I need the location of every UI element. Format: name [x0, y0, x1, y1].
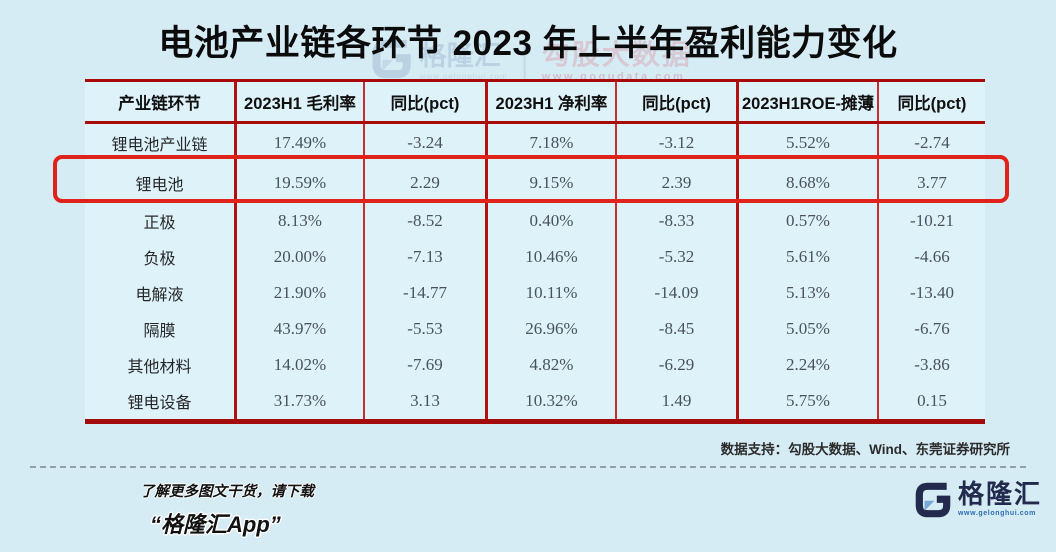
table-row: 电解液 21.90% -14.77 10.11% -14.09 5.13% -13.40	[85, 275, 985, 311]
cell-value: 9.15%	[485, 162, 615, 203]
cell-value: 1.49	[615, 383, 736, 419]
cell-value: 10.32%	[485, 383, 615, 419]
cell-value: -8.45	[615, 311, 736, 347]
cell-value: 8.68%	[736, 162, 877, 203]
column-header: 同比(pct)	[615, 82, 736, 121]
row-label: 电解液	[135, 287, 184, 304]
row-label: 锂电池	[135, 176, 184, 194]
cell-value: -7.69	[363, 347, 485, 383]
cell-value: 4.82%	[485, 347, 615, 383]
gelonghui-watermark: 格隆汇 www.gelonghui.com	[371, 38, 508, 85]
cell-value: 19.59%	[234, 162, 363, 203]
cell-value: -8.52	[363, 203, 485, 239]
cell-value: 2.39	[615, 162, 736, 203]
promo-line1: 了解更多图文干货，请下载	[140, 484, 314, 500]
cell-value: -8.33	[615, 203, 736, 239]
cell-value: 10.46%	[485, 239, 615, 275]
cell-value: -3.12	[615, 124, 736, 162]
table-row: 负极 20.00% -7.13 10.46% -5.32 5.61% -4.66	[85, 239, 985, 275]
row-label: 其他材料	[127, 359, 192, 376]
cell-value: 17.49%	[234, 124, 363, 162]
gelonghui-watermark-label: 格隆汇	[419, 40, 501, 71]
cell-value: 0.57%	[736, 203, 877, 239]
table-row: 其他材料 14.02% -7.69 4.82% -6.29 2.24% -3.86	[85, 347, 985, 383]
cell-value: -14.77	[363, 275, 485, 311]
cell-value: -4.66	[877, 239, 985, 275]
cell-value: 5.05%	[736, 311, 877, 347]
column-header: 同比(pct)	[877, 82, 985, 121]
gelonghui-logo: 格隆汇 www.gelonghui.com	[914, 481, 1042, 524]
cell-value: -13.40	[877, 275, 985, 311]
table-row: 锂电设备 31.73% 3.13 10.32% 1.49 5.75% 0.15	[85, 383, 985, 419]
cell-value: -3.86	[877, 347, 985, 383]
cell-value: -6.76	[877, 311, 985, 347]
cell-value: 5.75%	[736, 383, 877, 419]
gogudata-watermark-url: www.gogudata.com	[541, 70, 686, 83]
cell-value: 43.97%	[234, 311, 363, 347]
cell-value: 31.73%	[234, 383, 363, 419]
gogudata-watermark: 勾股大数据 www.gogudata.com	[541, 38, 692, 83]
column-header: 2023H1ROE-摊薄	[736, 82, 877, 121]
cell-value: 5.13%	[736, 275, 877, 311]
cell-value: -7.13	[363, 239, 485, 275]
column-header: 同比(pct)	[363, 82, 485, 121]
row-label: 锂电池产业链	[111, 137, 208, 154]
cell-value: -6.29	[615, 347, 736, 383]
cell-value: 2.24%	[736, 347, 877, 383]
watermark: 格隆汇 www.gelonghui.com 勾股大数据 www.gogudata…	[371, 38, 692, 85]
column-header: 产业链环节	[118, 94, 201, 113]
profitability-table: 产业链环节 2023H1 毛利率 同比(pct) 2023H1 净利率 同比(pct) 2…	[85, 79, 985, 424]
cell-value: 21.90%	[234, 275, 363, 311]
promo-line2: “格隆汇App”	[150, 512, 281, 537]
gelonghui-logo-name: 格隆汇	[957, 479, 1042, 509]
dashed-divider	[30, 466, 1026, 468]
row-label: 负极	[143, 251, 176, 268]
cell-value: 20.00%	[234, 239, 363, 275]
cell-value: -2.74	[877, 124, 985, 162]
gelonghui-watermark-url: www.gelonghui.com	[419, 71, 508, 81]
footer-promo: 了解更多图文干货，请下载 “格隆汇App”	[140, 480, 314, 539]
cell-value: 0.40%	[485, 203, 615, 239]
data-source-note: 数据支持：勾股大数据、Wind、东莞证券研究所	[720, 442, 1010, 457]
cell-value: 0.15	[877, 383, 985, 419]
gelonghui-logo-g-icon	[914, 481, 952, 524]
table-row: 正极 8.13% -8.52 0.40% -8.33 0.57% -10.21	[85, 203, 985, 239]
gelonghui-g-icon	[371, 38, 413, 85]
table-body: 锂电池产业链 17.49% -3.24 7.18% -3.12 5.52% -2.74 锂电池…	[85, 124, 985, 419]
cell-value: 7.18%	[485, 124, 615, 162]
table-row: 锂电池产业链 17.49% -3.24 7.18% -3.12 5.52% -2.74	[85, 124, 985, 162]
cell-value: 3.77	[877, 162, 985, 203]
cell-value: 10.11%	[485, 275, 615, 311]
row-label: 锂电设备	[127, 395, 192, 412]
table-row: 隔膜 43.97% -5.53 26.96% -8.45 5.05% -6.76	[85, 311, 985, 347]
cell-value: 3.13	[363, 383, 485, 419]
cell-value: -14.09	[615, 275, 736, 311]
row-label: 隔膜	[143, 323, 176, 340]
page-title: 电池产业链各环节 2023 年上半年盈利能力变化	[158, 24, 898, 63]
cell-value: 5.61%	[736, 239, 877, 275]
row-label: 正极	[143, 215, 176, 232]
cell-value: -10.21	[877, 203, 985, 239]
table-row: 锂电池 19.59% 2.29 9.15% 2.39 8.68% 3.77	[85, 162, 985, 203]
cell-value: 8.13%	[234, 203, 363, 239]
cell-value: -5.53	[363, 311, 485, 347]
cell-value: 14.02%	[234, 347, 363, 383]
gogudata-watermark-label: 勾股大数据	[541, 38, 692, 70]
watermark-divider	[523, 39, 526, 84]
column-header: 2023H1 毛利率	[234, 82, 363, 121]
gelonghui-logo-url: www.gelonghui.com	[957, 510, 1036, 517]
cell-value: -5.32	[615, 239, 736, 275]
cell-value: 26.96%	[485, 311, 615, 347]
table-header-row: 产业链环节 2023H1 毛利率 同比(pct) 2023H1 净利率 同比(pct) 2…	[85, 82, 985, 124]
column-header: 2023H1 净利率	[485, 82, 615, 121]
cell-value: 2.29	[363, 162, 485, 203]
cell-value: -3.24	[363, 124, 485, 162]
cell-value: 5.52%	[736, 124, 877, 162]
